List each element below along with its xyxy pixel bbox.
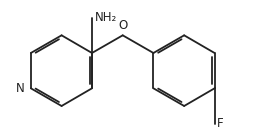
Text: O: O xyxy=(118,19,127,33)
Text: N: N xyxy=(16,82,25,95)
Text: F: F xyxy=(217,117,224,130)
Text: NH₂: NH₂ xyxy=(95,11,117,24)
